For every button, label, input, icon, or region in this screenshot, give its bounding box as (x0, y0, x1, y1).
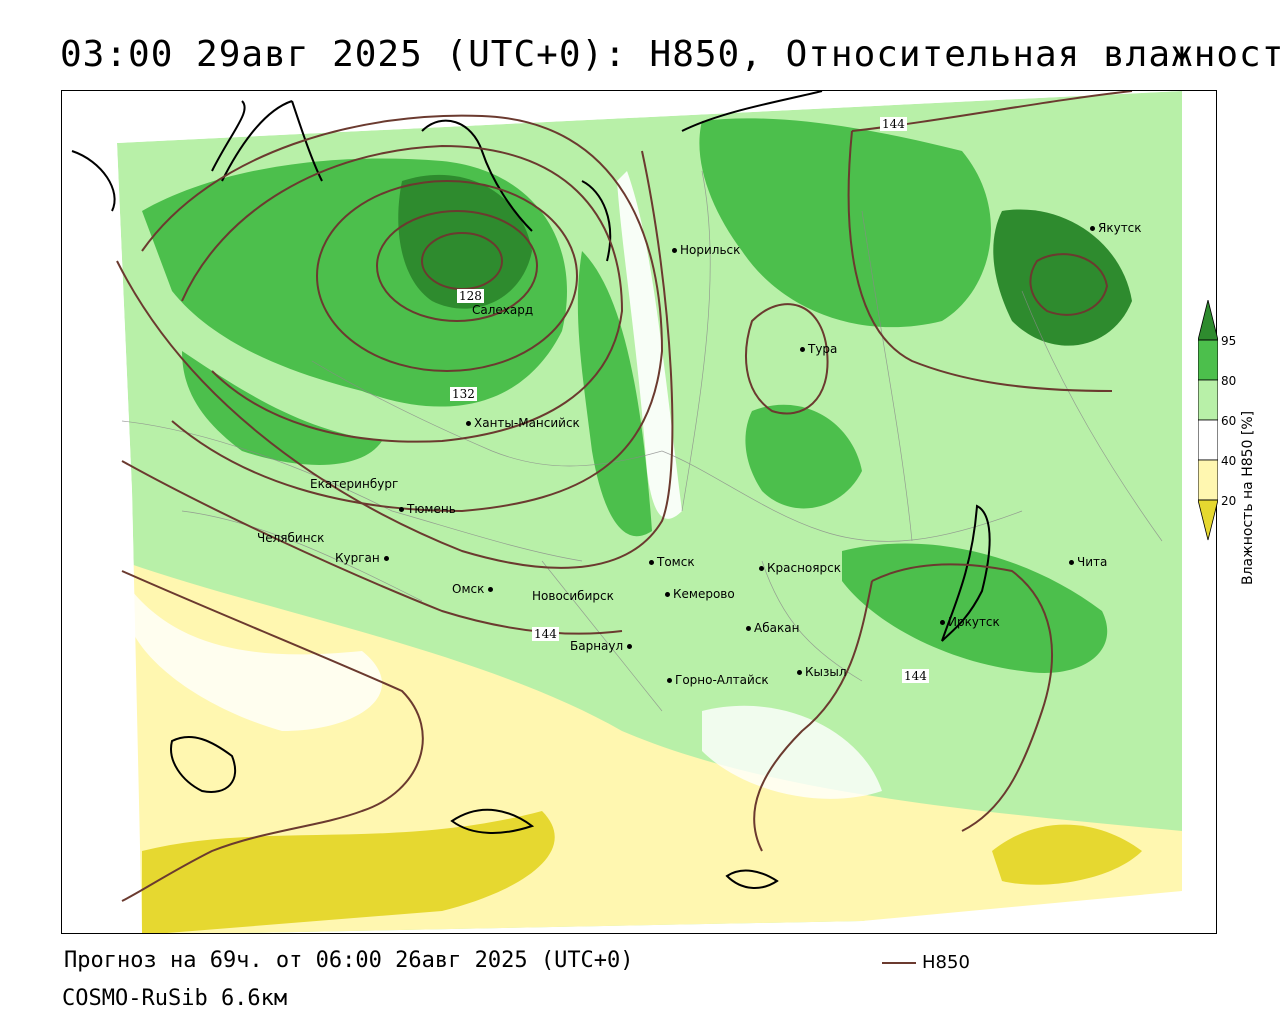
city-dot (665, 592, 670, 597)
model-name: COSMO-RuSib 6.6км (62, 986, 288, 1011)
colorbar-segment (1198, 300, 1218, 341)
city-dot (383, 556, 389, 561)
city-marker: Якутск (1090, 221, 1142, 235)
colorbar-tick: 40 (1221, 454, 1237, 468)
city-marker: Абакан (746, 621, 799, 635)
contour-label: 128 (457, 289, 484, 303)
city-marker: Новосибирск (532, 589, 614, 603)
city-label: Якутск (1098, 221, 1142, 235)
city-dot (1090, 226, 1095, 231)
colorbar-segment (1198, 499, 1218, 541)
city-label: Иркутск (948, 615, 1000, 629)
city-marker: Барнаул (570, 639, 635, 653)
colorbar-segment (1198, 459, 1218, 501)
map-title: 03:00 29авг 2025 (UTC+0): H850, Относите… (60, 34, 1280, 75)
city-marker: Тюмень (399, 502, 456, 516)
colorbar-segment (1198, 379, 1218, 421)
city-label: Томск (657, 555, 695, 569)
contour-legend-swatch (882, 962, 916, 964)
city-dot (672, 248, 677, 253)
city-label: Абакан (754, 621, 800, 635)
colorbar-tick: 95 (1221, 334, 1237, 348)
city-marker: Ханты-Мансийск (466, 416, 580, 430)
contour-label: 144 (532, 627, 559, 641)
humidity-colorbar (1198, 300, 1218, 541)
city-marker: Иркутск (940, 615, 1000, 629)
city-marker: Томск (649, 555, 695, 569)
city-label: Челябинск (257, 531, 325, 545)
city-dot (466, 421, 471, 426)
city-dot (649, 560, 654, 565)
city-label: Чита (1077, 555, 1108, 569)
city-label: Салехард (472, 303, 534, 317)
contour-label: 144 (902, 669, 929, 683)
city-marker: Норильск (672, 243, 740, 257)
city-label: Екатеринбург (310, 477, 399, 491)
colorbar-segment (1198, 339, 1218, 381)
city-marker: Омск (452, 582, 496, 596)
city-label: Горно-Алтайск (675, 673, 769, 687)
city-dot (667, 678, 672, 683)
city-dot (399, 507, 404, 512)
city-label: Курган (335, 551, 380, 565)
city-label: Кемерово (673, 587, 735, 601)
contour-label: 132 (450, 387, 477, 401)
city-dot (759, 566, 764, 571)
map-panel: 128 132 144 144 144 Норильск Салехард Як… (61, 90, 1217, 934)
colorbar-tick: 60 (1221, 414, 1237, 428)
city-marker: Чита (1069, 555, 1107, 569)
colorbar-segment (1198, 419, 1218, 461)
city-label: Красноярск (767, 561, 841, 575)
city-dot (488, 587, 494, 592)
city-dot (800, 347, 805, 352)
colorbar-tick: 20 (1221, 494, 1237, 508)
city-label: Тура (808, 342, 838, 356)
humidity-field (62, 91, 1216, 933)
city-label: Тюмень (407, 502, 456, 516)
forecast-info: Прогноз на 69ч. от 06:00 26авг 2025 (UTC… (64, 948, 634, 973)
city-marker: Кызыл (797, 665, 847, 679)
city-label: Ханты-Мансийск (474, 416, 580, 430)
city-marker: Красноярск (759, 561, 841, 575)
city-marker: Тура (800, 342, 837, 356)
colorbar-tick: 80 (1221, 374, 1237, 388)
contour-legend-label: H850 (922, 952, 970, 973)
city-dot (797, 670, 802, 675)
city-marker: Кемерово (665, 587, 735, 601)
colorbar-label: Влажность на H850 [%] (1240, 410, 1256, 585)
city-label: Новосибирск (532, 589, 614, 603)
city-dot (627, 644, 633, 649)
city-label: Кызыл (805, 665, 847, 679)
city-label: Омск (452, 582, 485, 596)
city-label: Норильск (680, 243, 741, 257)
city-dot (746, 626, 751, 631)
city-marker: Челябинск (257, 531, 324, 545)
city-marker: Салехард (472, 303, 533, 317)
city-label: Барнаул (570, 639, 624, 653)
contour-legend: H850 (882, 952, 970, 973)
city-marker: Екатеринбург (310, 477, 398, 491)
city-dot (1069, 560, 1074, 565)
city-marker: Горно-Алтайск (667, 673, 769, 687)
contour-label: 144 (880, 117, 907, 131)
city-dot (940, 620, 945, 625)
city-marker: Курган (335, 551, 392, 565)
